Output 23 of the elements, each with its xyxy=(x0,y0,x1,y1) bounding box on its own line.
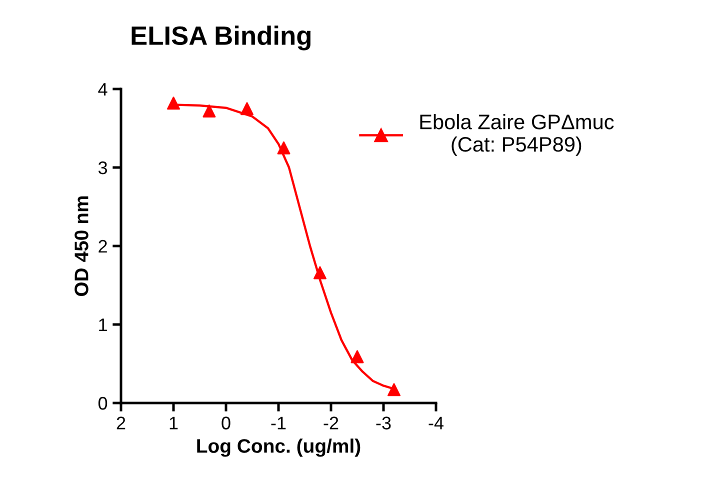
y-tick-label: 4 xyxy=(98,83,108,96)
point xyxy=(277,141,290,154)
point xyxy=(313,266,326,280)
legend-label: Ebola Zaire GPΔmuc (Cat: P54P89) xyxy=(420,114,614,156)
point xyxy=(240,102,254,116)
y-axis-title: OD 450 nm xyxy=(74,196,88,296)
point xyxy=(387,383,401,396)
x-tick-label: -2 xyxy=(324,416,338,430)
y-tick-label: 1 xyxy=(99,318,107,332)
y-tick-label: 2 xyxy=(98,240,107,253)
x-tick-label: 1 xyxy=(170,416,178,430)
y-tick-label: 3 xyxy=(98,161,108,174)
point xyxy=(202,104,216,118)
x-tick-label: 0 xyxy=(222,416,230,430)
point xyxy=(350,350,364,364)
chart-title: ELISA Binding xyxy=(132,26,310,50)
x-tick-label: -1 xyxy=(271,416,286,430)
x-axis-title: Log Conc. (ug/ml) xyxy=(197,438,360,457)
x-tick-label: 2 xyxy=(116,416,126,430)
x-tick-label: -4 xyxy=(428,416,444,430)
point xyxy=(166,96,180,110)
y-tick-label: 0 xyxy=(98,396,108,410)
x-tick-label: -3 xyxy=(376,416,391,430)
